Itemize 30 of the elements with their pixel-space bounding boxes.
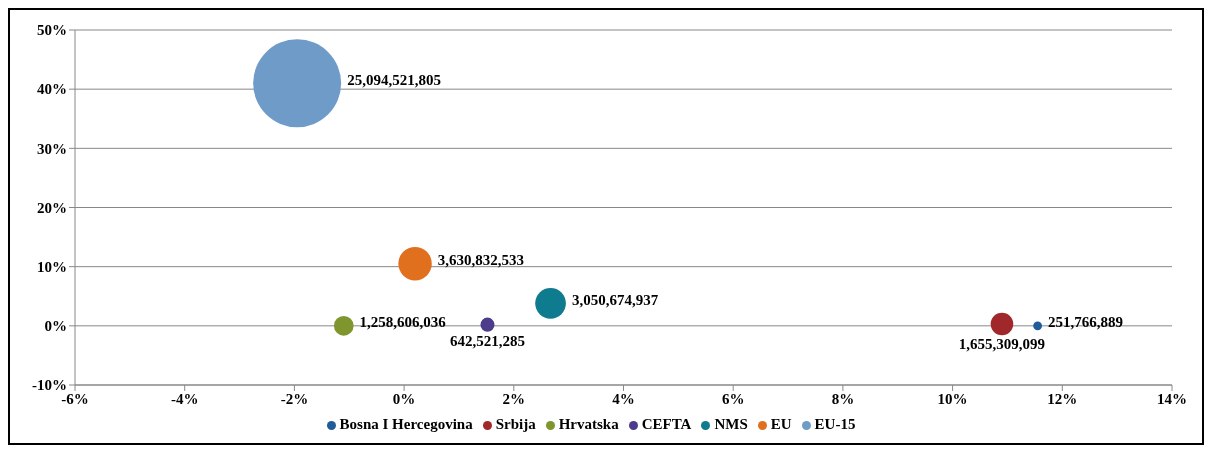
legend-label: EU [770, 416, 792, 432]
x-tick-label: 8% [831, 390, 855, 407]
x-tick-label: 0% [392, 390, 416, 407]
x-tick-label: 6% [721, 390, 745, 407]
data-label: 1,655,309,099 [958, 336, 1046, 353]
y-tick-label: 0% [44, 318, 67, 335]
data-label: 1,258,606,036 [359, 314, 447, 331]
x-tick-label: 2% [502, 390, 526, 407]
data-label: 25,094,521,805 [347, 71, 441, 88]
legend-label: CEFTA [641, 416, 692, 432]
x-tick-label: 4% [612, 390, 635, 407]
x-tick-label: 14% [1157, 390, 1187, 407]
legend-label: Srbija [495, 416, 536, 432]
data-label: 3,630,832,533 [437, 252, 525, 269]
x-tick-label: 12% [1047, 390, 1078, 407]
y-tick-label: 30% [37, 140, 67, 157]
data-label: 3,050,674,937 [571, 291, 659, 308]
data-label: 642,521,285 [449, 332, 525, 349]
data-label: 251,766,889 [1048, 314, 1124, 331]
legend-label: EU-15 [814, 416, 856, 432]
x-tick-label: 10% [937, 390, 968, 407]
x-tick-label: -4% [170, 390, 199, 407]
x-tick-label: -2% [280, 390, 309, 407]
legend-label: Bosna I Hercegovina [339, 416, 473, 432]
legend-label: NMS [714, 416, 748, 432]
y-tick-label: 10% [37, 258, 67, 275]
y-tick-label: 50% [37, 22, 67, 39]
legend-label: Hrvatska [558, 416, 619, 432]
y-tick-label: 40% [37, 81, 67, 98]
y-tick-label: 20% [37, 199, 67, 216]
